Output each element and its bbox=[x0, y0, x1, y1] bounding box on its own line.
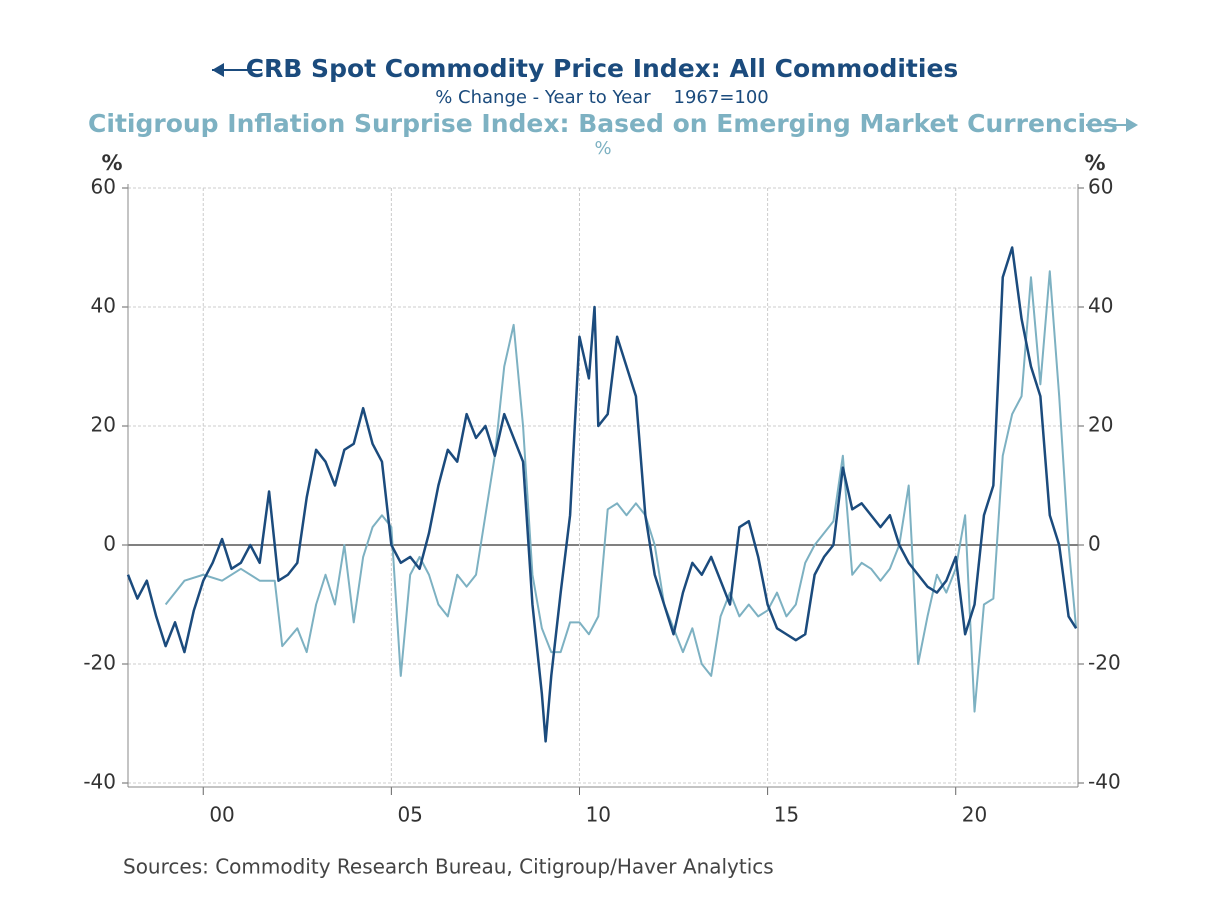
chart-title-2: Citigroup Inflation Surprise Index: Base… bbox=[88, 109, 1118, 138]
y-tick-label: 0 bbox=[103, 532, 116, 556]
chart-title: CRB Spot Commodity Price Index: All Comm… bbox=[246, 54, 959, 83]
y-tick-label: -20 bbox=[83, 651, 116, 675]
chart-subtitle-2: % bbox=[594, 138, 611, 159]
x-tick-label: 00 bbox=[209, 803, 234, 827]
series-line bbox=[126, 246, 1078, 743]
x-tick-label: 05 bbox=[397, 803, 422, 827]
x-tick-label: 15 bbox=[774, 803, 799, 827]
x-tick-label: 20 bbox=[962, 803, 987, 827]
arrow-left-head bbox=[212, 63, 224, 77]
y2-tick-label: 20 bbox=[1088, 413, 1113, 437]
y2-tick-label: 40 bbox=[1088, 294, 1113, 318]
series-line bbox=[164, 270, 1078, 713]
y-axis-label: % bbox=[101, 151, 122, 175]
y-tick-label: 40 bbox=[91, 294, 116, 318]
y2-tick-label: -40 bbox=[1088, 770, 1121, 794]
y2-tick-label: -20 bbox=[1088, 651, 1121, 675]
y2-tick-label: 60 bbox=[1088, 175, 1113, 199]
arrow-right-head bbox=[1126, 118, 1138, 132]
y-tick-label: 60 bbox=[91, 175, 116, 199]
chart-subtitle: % Change - Year to Year 1967=100 bbox=[435, 87, 769, 108]
y-tick-label: 20 bbox=[91, 413, 116, 437]
y2-tick-label: 0 bbox=[1088, 532, 1101, 556]
y-tick-label: -40 bbox=[83, 770, 116, 794]
x-tick-label: 10 bbox=[586, 803, 611, 827]
y2-axis-label: % bbox=[1084, 151, 1105, 175]
source-note: Sources: Commodity Research Bureau, Citi… bbox=[123, 855, 774, 879]
